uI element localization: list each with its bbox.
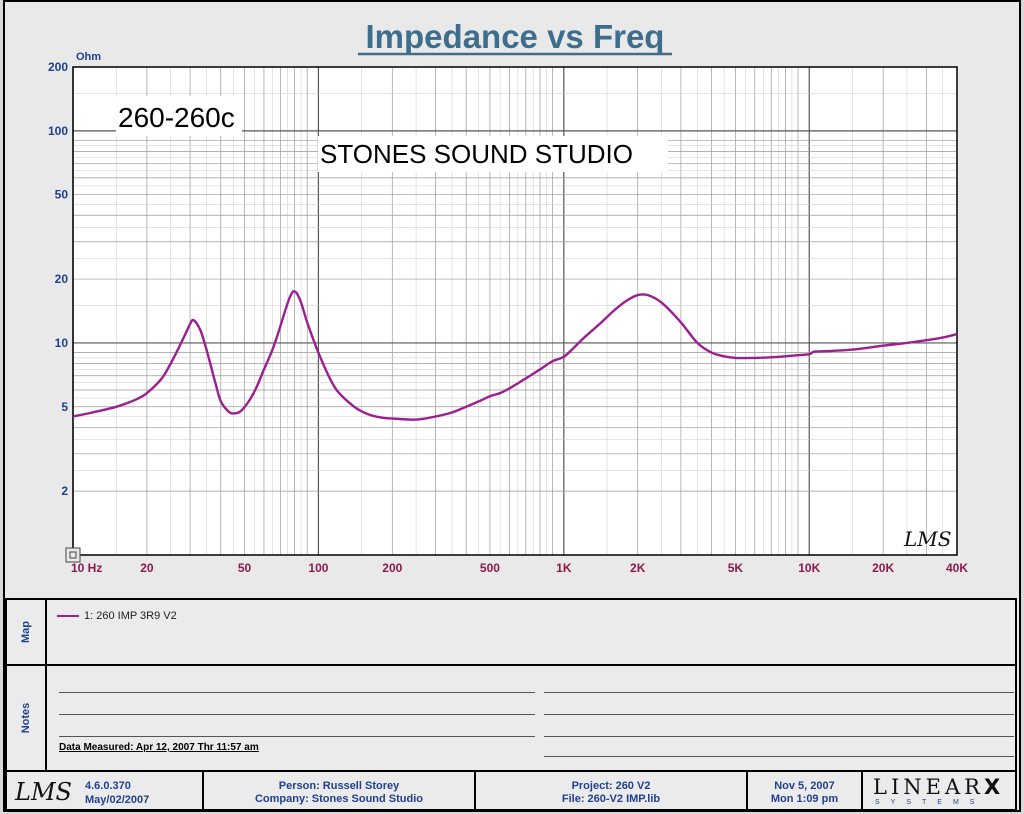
data-measured-text: Data Measured: Apr 12, 2007 Thr 11:57 am bbox=[59, 742, 259, 753]
y-tick-label: 20 bbox=[55, 272, 69, 286]
x-tick-label: 10 Hz bbox=[71, 561, 102, 575]
x-tick-label: 20 bbox=[140, 561, 154, 575]
y-axis-unit: Ohm bbox=[76, 51, 101, 63]
notes-panel: Notes Data Measured: Apr 12, 2007 Thr 11… bbox=[5, 664, 1017, 772]
annotation-model: 260-260c bbox=[118, 102, 235, 133]
series-line-impedance bbox=[72, 290, 958, 421]
cursor-icon[interactable] bbox=[65, 547, 81, 563]
y-tick-label: 5 bbox=[61, 400, 68, 414]
footer-project-cell: Project: 260 V2 File: 260-V2 IMP.lib bbox=[476, 772, 748, 809]
legend-line-swatch bbox=[57, 615, 79, 617]
y-tick-label: 100 bbox=[48, 124, 68, 138]
note-line bbox=[544, 736, 1014, 737]
person-text: Person: Russell Storey bbox=[278, 780, 400, 792]
note-line bbox=[59, 736, 535, 737]
x-tick-label: 1K bbox=[556, 561, 572, 575]
version-text: 4.6.0.370 bbox=[85, 780, 131, 792]
version-date-text: May/02/2007 bbox=[85, 794, 150, 806]
note-line bbox=[544, 756, 1014, 757]
annotation-model-bg bbox=[116, 96, 242, 136]
note-line bbox=[59, 714, 535, 715]
legend-entry: 1: 260 IMP 3R9 V2 bbox=[57, 610, 177, 622]
lms-watermark: LMS bbox=[903, 527, 951, 551]
x-tick-label: 10K bbox=[798, 561, 820, 575]
linearx-logo: LINEARX bbox=[873, 775, 1005, 799]
y-tick-label: 2 bbox=[61, 484, 68, 498]
map-side-label: Map bbox=[7, 600, 47, 664]
lms-logo: LMS bbox=[15, 778, 72, 806]
legend-label: 1: 260 IMP 3R9 V2 bbox=[84, 610, 177, 622]
x-tick-label: 200 bbox=[382, 561, 402, 575]
date-text: Nov 5, 2007 bbox=[774, 780, 835, 792]
x-tick-label: 40K bbox=[946, 561, 968, 575]
footer-brand-cell: LINEARX SYSTEMS bbox=[863, 772, 1015, 809]
y-tick-label: 200 bbox=[48, 60, 68, 74]
footer-date-cell: Nov 5, 2007 Mon 1:09 pm bbox=[748, 772, 863, 809]
x-tick-label: 5K bbox=[728, 561, 744, 575]
footer-bar: LMS 4.6.0.370 May/02/2007 Person: Russel… bbox=[5, 770, 1017, 811]
annotation-studio: STONES SOUND STUDIO bbox=[320, 139, 633, 169]
x-axis-ticks: 10 Hz 20 50 100 200 500 1K 2K 5K 10K 20K 40K bbox=[71, 561, 968, 575]
annotation-studio-bg bbox=[318, 136, 668, 172]
note-line bbox=[59, 692, 535, 693]
x-tick-label: 50 bbox=[238, 561, 252, 575]
footer-person-cell: Person: Russell Storey Company: Stones S… bbox=[204, 772, 476, 809]
y-tick-label: 10 bbox=[55, 336, 69, 350]
company-text: Company: Stones Sound Studio bbox=[254, 793, 424, 805]
x-tick-label: 100 bbox=[308, 561, 328, 575]
project-text: Project: 260 V2 bbox=[571, 780, 651, 792]
note-line bbox=[544, 692, 1014, 693]
note-line bbox=[544, 714, 1014, 715]
linearx-systems-text: SYSTEMS bbox=[875, 799, 986, 806]
x-tick-label: 500 bbox=[480, 561, 500, 575]
impedance-chart: Impedance vs Freq 2 5 10 20 50 100 200 10 Hz 20… bbox=[48, 18, 968, 575]
series-group bbox=[72, 290, 958, 421]
y-tick-label: 50 bbox=[55, 188, 69, 202]
plot-border bbox=[72, 66, 958, 556]
y-axis-ticks: 2 5 10 20 50 100 200 bbox=[48, 60, 68, 498]
x-tick-label: 2K bbox=[630, 561, 646, 575]
x-tick-label: 20K bbox=[872, 561, 894, 575]
footer-version-cell: LMS 4.6.0.370 May/02/2007 bbox=[7, 772, 204, 809]
chart-title: Impedance vs Freq bbox=[366, 18, 665, 55]
time-text: Mon 1:09 pm bbox=[770, 793, 839, 805]
notes-side-label: Notes bbox=[7, 666, 47, 770]
file-text: File: 260-V2 IMP.lib bbox=[561, 793, 661, 805]
map-panel: Map 1: 260 IMP 3R9 V2 bbox=[5, 598, 1017, 666]
